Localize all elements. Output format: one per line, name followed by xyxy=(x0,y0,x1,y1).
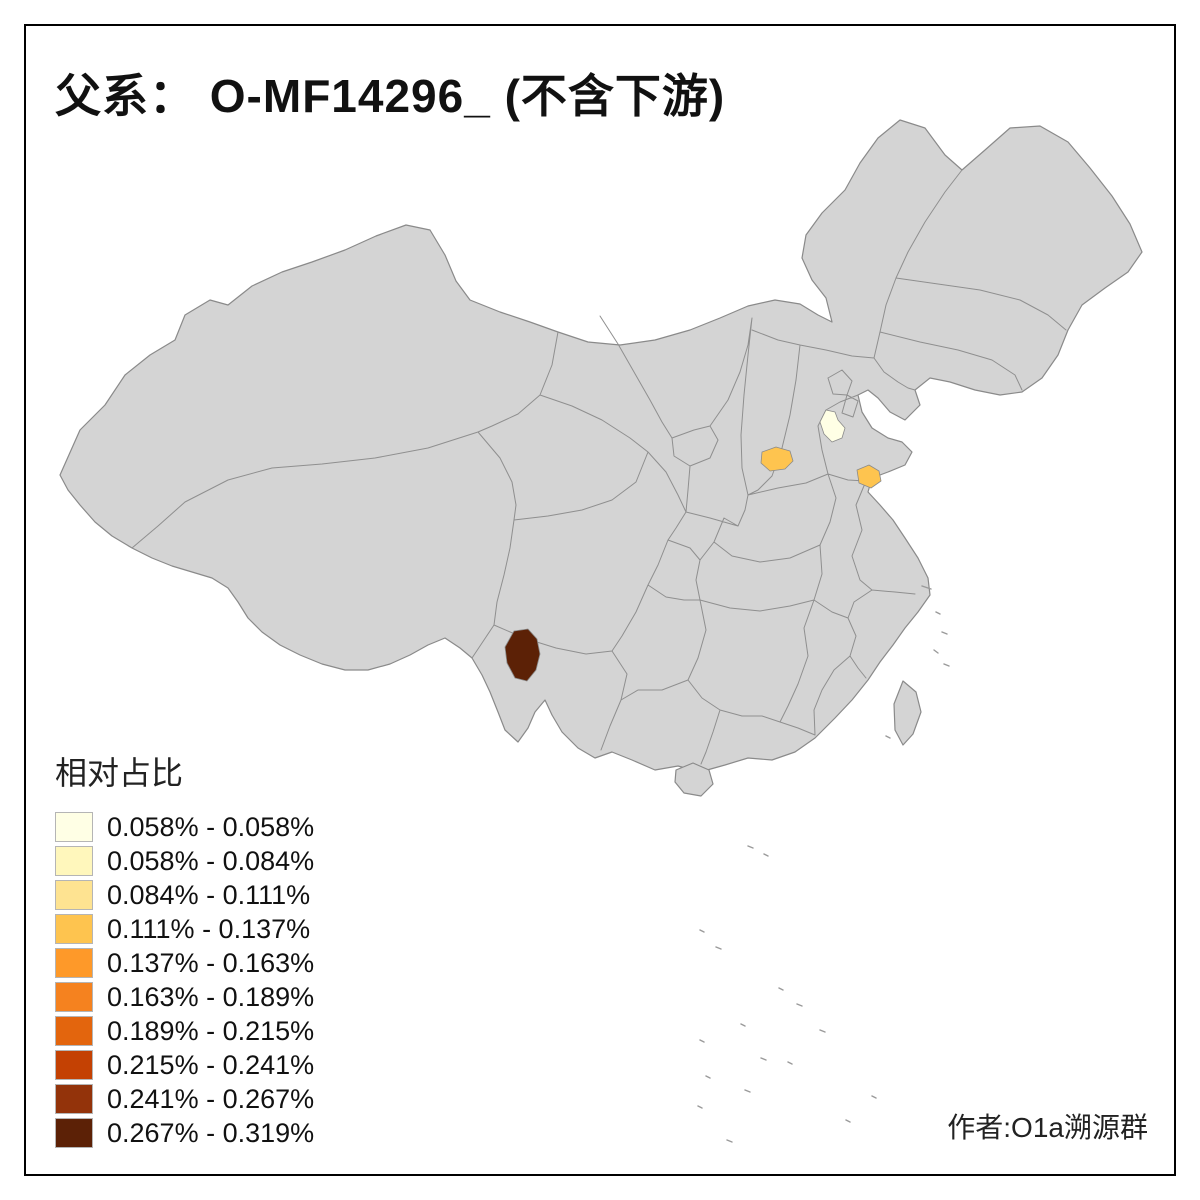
legend-label: 0.163% - 0.189% xyxy=(107,981,315,1012)
legend-item: 0.215% - 0.241% xyxy=(55,1048,314,1082)
legend-swatch xyxy=(55,948,93,978)
legend-label: 0.058% - 0.084% xyxy=(107,845,315,876)
highlight-region-4 xyxy=(504,628,541,682)
legend-item: 0.241% - 0.267% xyxy=(55,1082,314,1116)
legend-label: 0.084% - 0.111% xyxy=(107,879,311,910)
legend-swatch xyxy=(55,1050,93,1080)
legend-label: 0.111% - 0.137% xyxy=(107,913,311,944)
legend-item: 0.163% - 0.189% xyxy=(55,980,314,1014)
legend-swatch xyxy=(55,982,93,1012)
legend-item: 0.189% - 0.215% xyxy=(55,1014,314,1048)
china-mainland-outline xyxy=(59,119,1143,773)
legend-item: 0.058% - 0.084% xyxy=(55,844,314,878)
legend-swatch xyxy=(55,812,93,842)
legend-item: 0.058% - 0.058% xyxy=(55,810,314,844)
legend-label: 0.189% - 0.215% xyxy=(107,1015,315,1046)
legend-item: 0.111% - 0.137% xyxy=(55,912,314,946)
legend-label: 0.215% - 0.241% xyxy=(107,1049,315,1080)
attribution-text: 作者:O1a溯源群 xyxy=(947,1112,1148,1143)
legend-swatch xyxy=(55,914,93,944)
taiwan-island xyxy=(893,680,922,746)
page-title: 父系： O-MF14296_ (不含下游) xyxy=(55,70,726,122)
legend: 相对占比 0.058% - 0.058% 0.058% - 0.084% 0.0… xyxy=(55,748,314,1150)
legend-swatch xyxy=(55,880,93,910)
hainan-island xyxy=(674,762,714,797)
highlight-region-2 xyxy=(760,446,794,472)
legend-label: 0.137% - 0.163% xyxy=(107,947,315,978)
legend-label: 0.058% - 0.058% xyxy=(107,811,315,842)
highlight-region-3 xyxy=(856,464,882,489)
legend-label: 0.267% - 0.319% xyxy=(107,1117,315,1148)
legend-title: 相对占比 xyxy=(55,755,184,791)
legend-item: 0.267% - 0.319% xyxy=(55,1116,314,1150)
island-marks xyxy=(697,585,950,1143)
legend-swatch xyxy=(55,1118,93,1148)
legend-swatch xyxy=(55,1084,93,1114)
legend-label: 0.241% - 0.267% xyxy=(107,1083,315,1114)
legend-item: 0.084% - 0.111% xyxy=(55,878,314,912)
legend-swatch xyxy=(55,846,93,876)
legend-item: 0.137% - 0.163% xyxy=(55,946,314,980)
legend-swatch xyxy=(55,1016,93,1046)
highlight-region-1 xyxy=(819,409,846,443)
